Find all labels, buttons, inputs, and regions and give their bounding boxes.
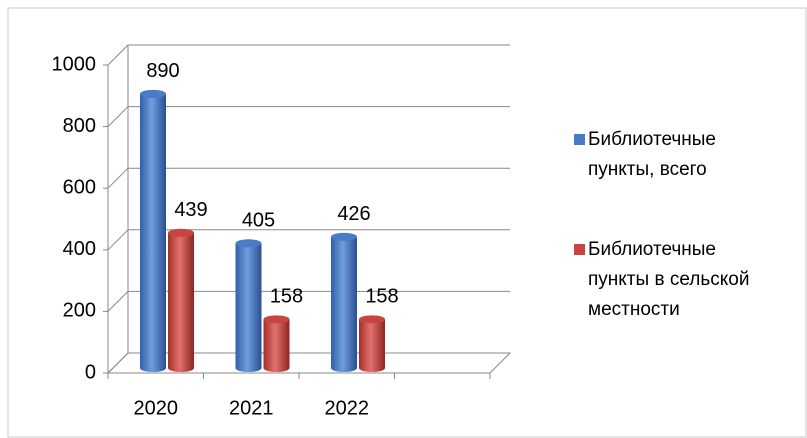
bar xyxy=(140,89,166,372)
x-tick-label: 2022 xyxy=(325,397,370,419)
value-label: 439 xyxy=(174,199,207,221)
bar xyxy=(331,232,357,372)
bar-top xyxy=(140,89,166,98)
y-tick-label: 800 xyxy=(63,115,96,137)
legend-label: Библиотечные пункты в сельской местности xyxy=(588,239,750,320)
grid-line-side xyxy=(107,352,129,374)
grid-line-side xyxy=(107,44,129,66)
y-tick-label: 200 xyxy=(63,300,96,322)
legend-swatch xyxy=(574,134,585,145)
bar xyxy=(235,239,262,372)
bar xyxy=(263,315,290,372)
grid-line-side xyxy=(107,229,129,251)
bar-bottom xyxy=(140,364,166,372)
bar-body xyxy=(263,319,290,368)
value-label: 158 xyxy=(270,286,303,308)
chart-border xyxy=(7,7,807,438)
bar-body xyxy=(359,319,385,368)
grid-line-side xyxy=(107,167,129,189)
legend-item: Библиотечные пункты, всего xyxy=(574,125,774,185)
legend-item: Библиотечные пункты в сельской местности xyxy=(574,235,774,325)
value-label: 890 xyxy=(146,60,179,82)
bar-top xyxy=(263,315,290,324)
bar xyxy=(359,315,385,372)
bar-body xyxy=(235,243,262,368)
legend-swatch xyxy=(574,244,585,255)
x-tick-label: 2021 xyxy=(229,397,274,419)
y-tick-label: 0 xyxy=(85,361,96,383)
bar-top xyxy=(331,232,357,241)
value-label: 405 xyxy=(242,210,275,232)
grid-line-side xyxy=(107,291,129,312)
bar-body xyxy=(168,232,194,368)
bar-body xyxy=(331,236,357,368)
bar-bottom xyxy=(235,364,262,372)
legend-label: Библиотечные пункты, всего xyxy=(588,129,716,180)
y-tick-label: 1000 xyxy=(52,53,97,75)
x-tick-label: 2020 xyxy=(134,397,179,419)
bar-bottom xyxy=(263,364,290,372)
bar-body xyxy=(140,93,166,368)
value-label: 426 xyxy=(337,203,370,225)
grid-line-side xyxy=(107,106,129,127)
bar-bottom xyxy=(331,364,357,372)
y-tick-label: 600 xyxy=(63,176,96,198)
y-tick-label: 400 xyxy=(63,238,96,260)
bar-top xyxy=(235,239,262,248)
bar-bottom xyxy=(168,364,194,372)
value-label: 158 xyxy=(365,286,398,308)
bar-top xyxy=(168,228,194,237)
bar-top xyxy=(359,315,385,324)
bar xyxy=(168,228,194,372)
bar-bottom xyxy=(359,364,385,372)
